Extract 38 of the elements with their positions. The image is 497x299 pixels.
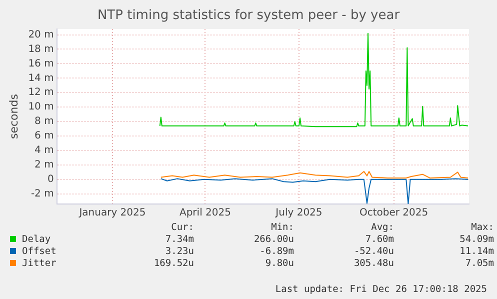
text: Min: bbox=[270, 222, 294, 234]
y-tick-label: 2 m bbox=[34, 160, 54, 171]
text: 54.09m bbox=[458, 234, 494, 246]
text: 9.80u bbox=[264, 258, 294, 270]
x-tick-label: July 2025 bbox=[274, 208, 322, 219]
text: -6.89m bbox=[258, 246, 294, 258]
chart-title: NTP timing statistics for system peer - by year bbox=[96, 8, 401, 23]
text: 7.60m bbox=[364, 234, 394, 246]
x-tick-label: October 2025 bbox=[359, 208, 428, 219]
y-tick-label: 16 m bbox=[28, 58, 54, 70]
y-tick-label: 0 bbox=[47, 174, 54, 186]
text: 7.05m bbox=[464, 258, 494, 270]
y-tick-label: 6 m bbox=[34, 130, 54, 142]
x-tick-label: April 2025 bbox=[179, 208, 231, 219]
text: 266.00u bbox=[252, 234, 294, 246]
text: -52.40u bbox=[352, 246, 394, 258]
text: 305.48u bbox=[352, 258, 394, 270]
y-tick-label: 4 m bbox=[34, 145, 54, 156]
y-tick-label: 18 m bbox=[28, 44, 54, 55]
text: Avg: bbox=[370, 222, 394, 234]
text: 11.14m bbox=[458, 246, 494, 258]
text: Cur: bbox=[170, 222, 194, 234]
y-tick-label: 8 m bbox=[34, 116, 54, 128]
y-axis-title: seconds bbox=[7, 94, 20, 139]
text: 3.23u bbox=[164, 246, 194, 258]
y-tick-label: 14 m bbox=[28, 72, 54, 84]
y-tick-label: 10 m bbox=[28, 102, 54, 113]
x-tick-label: January 2025 bbox=[78, 208, 146, 219]
legend-label: Jitter bbox=[22, 258, 58, 270]
legend-label: Offset bbox=[22, 246, 58, 258]
y-tick-label: 20 m bbox=[28, 29, 54, 40]
text: Last update: Fri Dec 26 17:00:18 2025 bbox=[275, 284, 487, 295]
text: Max: bbox=[470, 222, 494, 234]
text: 169.52u bbox=[152, 258, 194, 270]
text: 7.34m bbox=[164, 234, 194, 246]
y-tick-label: 12 m bbox=[28, 87, 54, 98]
legend-label: Delay bbox=[22, 234, 52, 246]
y-tick-label: -2 m bbox=[30, 188, 54, 200]
